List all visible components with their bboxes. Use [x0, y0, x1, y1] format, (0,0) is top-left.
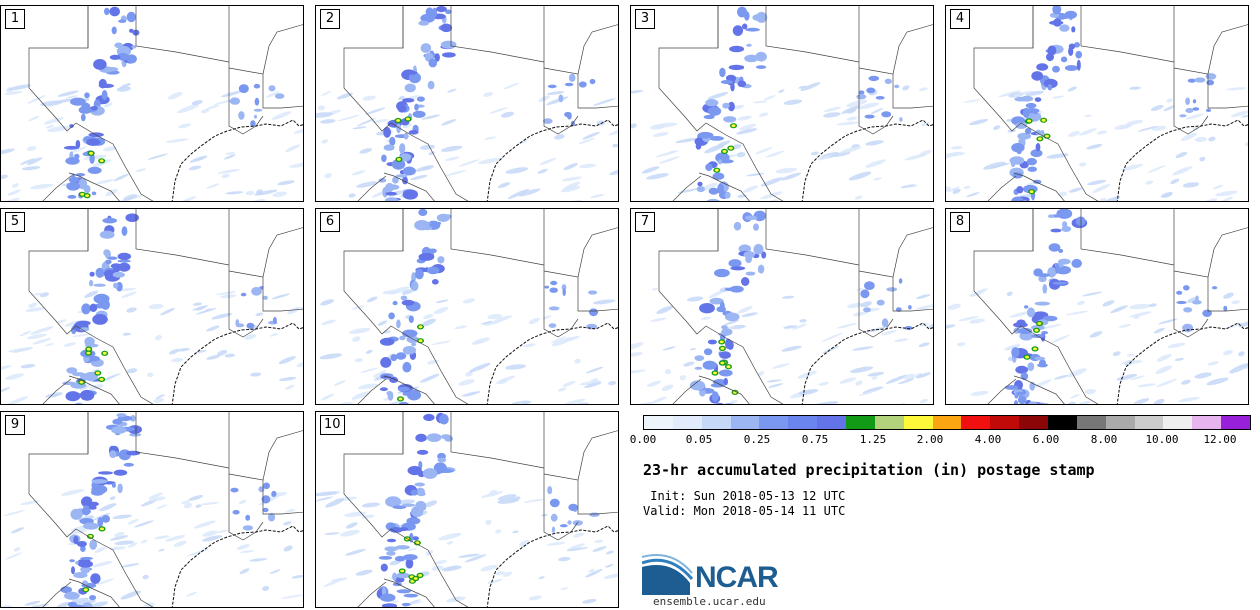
ensemble-member-panel: 1	[0, 5, 304, 202]
colorbar-swatch	[846, 416, 875, 429]
colorbar-tick-label: 0.00	[629, 433, 657, 446]
colorbar-swatch	[1048, 416, 1077, 429]
ensemble-member-panel: 7	[630, 208, 934, 405]
colorbar-tick-label: 0.05	[685, 433, 713, 446]
colorbar-swatch	[1221, 416, 1251, 429]
member-number-label: 1	[5, 9, 25, 29]
colorbar-swatch	[644, 416, 673, 429]
colorbar-swatch	[932, 416, 962, 429]
colorbar-swatch	[759, 416, 789, 429]
precip-map	[631, 209, 933, 404]
colorbar-tick-label: 1.25	[859, 433, 887, 446]
ncar-logo-icon	[642, 554, 694, 595]
precip-map	[1, 6, 303, 201]
colorbar-swatch	[672, 416, 702, 429]
colorbar-tick-label: 10.00	[1145, 433, 1179, 446]
colorbar-swatch	[1076, 416, 1106, 429]
colorbar-swatch	[1134, 416, 1164, 429]
valid-time: Valid: Mon 2018-05-14 11 UTC	[643, 504, 846, 518]
plot-title: 23-hr accumulated precipitation (in) pos…	[643, 461, 1095, 479]
precip-map	[316, 412, 618, 607]
member-number-label: 9	[5, 415, 25, 435]
colorbar-swatch	[990, 416, 1020, 429]
precip-map	[946, 6, 1248, 201]
precip-map	[946, 209, 1248, 404]
member-number-label: 3	[635, 9, 655, 29]
colorbar-tick-label: 8.00	[1090, 433, 1118, 446]
ensemble-member-panel: 10	[315, 411, 619, 608]
member-number-label: 8	[950, 212, 970, 232]
init-time: Init: Sun 2018-05-13 12 UTC	[643, 489, 846, 503]
precip-map	[1, 412, 303, 607]
colorbar-swatch	[1019, 416, 1049, 429]
colorbar-tick-label: 6.00	[1032, 433, 1060, 446]
ensemble-member-panel: 3	[630, 5, 934, 202]
ensemble-member-panel: 4	[945, 5, 1249, 202]
colorbar-tick-label: 0.25	[743, 433, 771, 446]
ensemble-member-panel: 8	[945, 208, 1249, 405]
ensemble-member-panel: 2	[315, 5, 619, 202]
colorbar-tick-labels: 0.00 0.05 0.25 0.75 1.25 2.00 4.00 6.00 8.00 10.0…	[630, 433, 1249, 447]
member-number-label: 2	[320, 9, 340, 29]
member-number-label: 7	[635, 212, 655, 232]
member-number-label: 5	[5, 212, 25, 232]
member-number-label: 4	[950, 9, 970, 29]
precip-map	[1, 209, 303, 404]
colorbar-tick-label: 0.75	[801, 433, 829, 446]
precip-map	[631, 6, 933, 201]
logo-url: ensemble.ucar.edu	[653, 595, 766, 608]
logo-wordmark: NCAR	[695, 561, 779, 594]
colorbar-swatch	[1163, 416, 1193, 429]
colorbar-swatch	[817, 416, 847, 429]
precip-map	[319, 209, 618, 404]
colorbar-swatch	[1192, 416, 1222, 429]
colorbar-swatch	[701, 416, 731, 429]
ensemble-member-panel: 9	[0, 411, 304, 608]
colorbar-tick-label: 4.00	[974, 433, 1002, 446]
colorbar-swatch	[874, 416, 904, 429]
ensemble-member-panel: 5	[0, 208, 304, 405]
colorbar-tick-label: 12.00	[1203, 433, 1237, 446]
colorbar-swatch	[788, 416, 818, 429]
precip-colorbar	[643, 415, 1251, 430]
colorbar-swatch	[1105, 416, 1135, 429]
ensemble-member-panel: 6	[315, 208, 619, 405]
colorbar-tick-label: 2.00	[916, 433, 944, 446]
precip-map	[316, 6, 618, 201]
member-number-label: 6	[320, 212, 340, 232]
colorbar-swatch	[961, 416, 991, 429]
colorbar-swatch	[903, 416, 933, 429]
colorbar-swatch	[730, 416, 760, 429]
member-number-label: 10	[320, 415, 345, 435]
